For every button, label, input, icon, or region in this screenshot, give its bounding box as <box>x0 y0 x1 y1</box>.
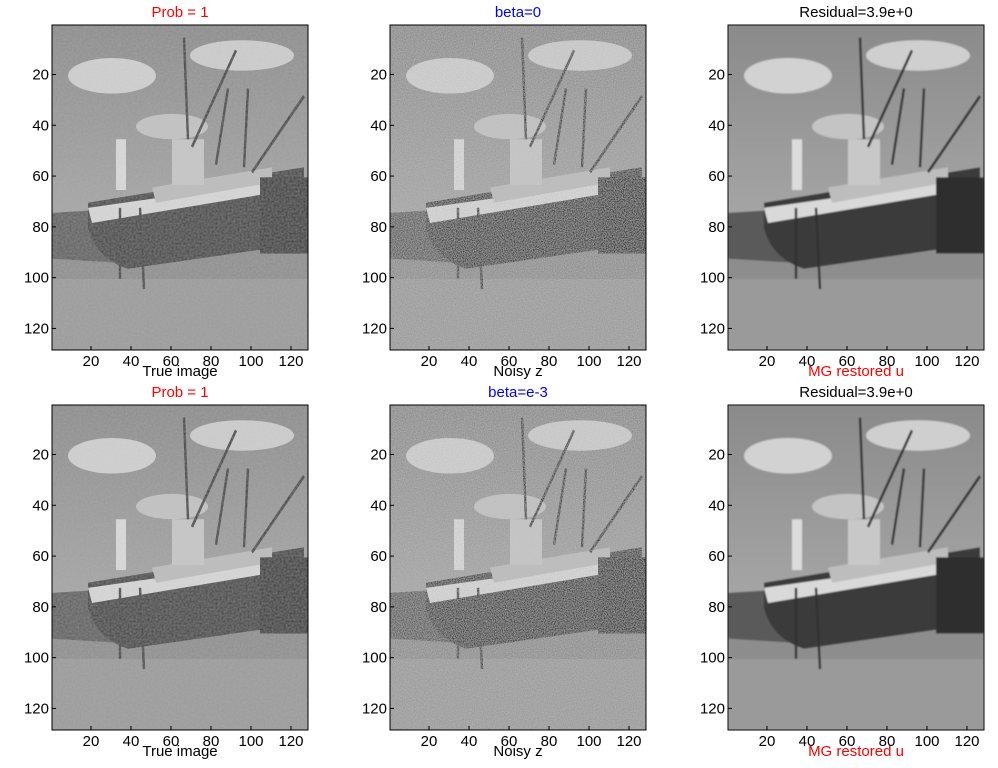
x-tick-label: 40 <box>461 733 478 750</box>
image <box>52 405 308 730</box>
y-tick-label: 100 <box>362 270 387 287</box>
x-tick-label: 120 <box>278 353 303 370</box>
figure: Prob = 1True image2040608010012020406080… <box>0 0 998 763</box>
x-tick-label: 20 <box>421 353 438 370</box>
x-tick-label: 100 <box>914 733 939 750</box>
x-tick-label: 60 <box>839 733 856 750</box>
panel-title: beta=e-3 <box>488 384 548 401</box>
x-tick-label: 20 <box>759 733 776 750</box>
x-tick-label: 60 <box>163 353 180 370</box>
x-tick-label: 100 <box>238 733 263 750</box>
x-tick-label: 40 <box>799 733 816 750</box>
x-tick-label: 120 <box>954 353 979 370</box>
y-tick-label: 40 <box>370 497 387 514</box>
y-tick-label: 20 <box>370 447 387 464</box>
y-tick-label: 120 <box>24 700 49 717</box>
y-tick-label: 100 <box>700 270 725 287</box>
x-tick-label: 40 <box>461 353 478 370</box>
image <box>390 25 646 350</box>
x-tick-label: 100 <box>576 733 601 750</box>
y-tick-label: 80 <box>708 599 725 616</box>
x-tick-label: 80 <box>879 733 896 750</box>
y-tick-label: 60 <box>708 548 725 565</box>
x-tick-label: 100 <box>914 353 939 370</box>
y-tick-label: 120 <box>700 700 725 717</box>
x-tick-label: 40 <box>123 733 140 750</box>
x-tick-label: 120 <box>954 733 979 750</box>
x-tick-label: 80 <box>203 733 220 750</box>
y-tick-label: 20 <box>32 67 49 84</box>
image <box>52 25 308 350</box>
y-tick-label: 60 <box>370 548 387 565</box>
x-tick-label: 60 <box>163 733 180 750</box>
x-tick-label: 60 <box>501 353 518 370</box>
x-tick-label: 80 <box>879 353 896 370</box>
y-tick-label: 40 <box>32 497 49 514</box>
image <box>390 405 646 730</box>
x-tick-label: 100 <box>576 353 601 370</box>
y-tick-label: 80 <box>32 599 49 616</box>
x-tick-label: 80 <box>203 353 220 370</box>
x-tick-label: 40 <box>799 353 816 370</box>
y-tick-label: 60 <box>32 168 49 185</box>
panel-title: Residual=3.9e+0 <box>799 4 912 21</box>
x-tick-label: 20 <box>83 733 100 750</box>
x-tick-label: 60 <box>501 733 518 750</box>
x-tick-label: 120 <box>616 353 641 370</box>
panel-title: beta=0 <box>495 4 541 21</box>
panel-title: Prob = 1 <box>151 4 208 21</box>
x-tick-label: 20 <box>421 733 438 750</box>
y-tick-label: 20 <box>708 67 725 84</box>
y-tick-label: 120 <box>700 320 725 337</box>
y-tick-label: 120 <box>362 700 387 717</box>
y-tick-label: 20 <box>370 67 387 84</box>
y-tick-label: 40 <box>708 497 725 514</box>
y-tick-label: 60 <box>708 168 725 185</box>
x-tick-label: 80 <box>541 733 558 750</box>
x-tick-label: 60 <box>839 353 856 370</box>
y-tick-label: 20 <box>32 447 49 464</box>
y-tick-label: 120 <box>362 320 387 337</box>
y-tick-label: 80 <box>708 219 725 236</box>
y-tick-label: 120 <box>24 320 49 337</box>
y-tick-label: 80 <box>370 219 387 236</box>
y-tick-label: 100 <box>362 650 387 667</box>
image <box>728 25 984 350</box>
y-tick-label: 60 <box>370 168 387 185</box>
y-tick-label: 20 <box>708 447 725 464</box>
panel-title: Residual=3.9e+0 <box>799 384 912 401</box>
x-tick-label: 100 <box>238 353 263 370</box>
y-tick-label: 80 <box>32 219 49 236</box>
x-tick-label: 120 <box>278 733 303 750</box>
y-tick-label: 100 <box>24 270 49 287</box>
x-tick-label: 40 <box>123 353 140 370</box>
x-tick-label: 20 <box>83 353 100 370</box>
y-tick-label: 100 <box>700 650 725 667</box>
y-tick-label: 80 <box>370 599 387 616</box>
y-tick-label: 40 <box>370 117 387 134</box>
y-tick-label: 40 <box>32 117 49 134</box>
y-tick-label: 60 <box>32 548 49 565</box>
image <box>728 405 984 730</box>
x-tick-label: 80 <box>541 353 558 370</box>
x-tick-label: 20 <box>759 353 776 370</box>
y-tick-label: 40 <box>708 117 725 134</box>
panel-title: Prob = 1 <box>151 384 208 401</box>
x-tick-label: 120 <box>616 733 641 750</box>
y-tick-label: 100 <box>24 650 49 667</box>
